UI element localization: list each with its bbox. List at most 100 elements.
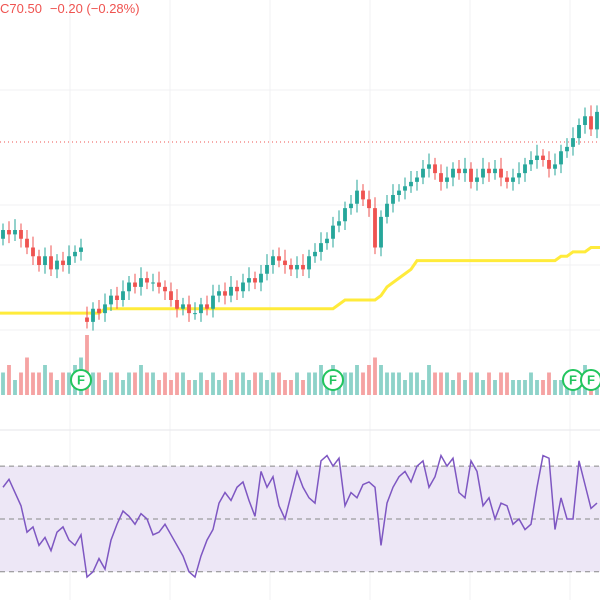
volume-bar [181, 372, 185, 395]
volume-bar [343, 372, 347, 395]
volume-bar [397, 372, 401, 395]
change-value: −0.20 (−0.28%) [49, 1, 140, 16]
candle [235, 286, 239, 292]
candle [91, 308, 95, 322]
volume-bar [505, 372, 509, 395]
flag-label: F [329, 373, 337, 388]
candle [325, 238, 329, 244]
candle [493, 168, 497, 174]
candle [151, 282, 155, 284]
volume-bar [481, 380, 485, 395]
volume-bar [139, 365, 143, 395]
volume-bar [229, 380, 233, 395]
candle [193, 313, 197, 315]
volume-bar [367, 365, 371, 395]
volume-bar [529, 372, 533, 395]
candle [7, 230, 11, 235]
candle [457, 168, 461, 174]
candle [217, 291, 221, 296]
candle [583, 116, 587, 125]
volume-bar [253, 372, 257, 395]
candle [385, 203, 389, 217]
volume-bar [211, 372, 215, 395]
candle [43, 256, 47, 265]
volume-bar [103, 380, 107, 395]
candle [403, 186, 407, 191]
volume-bar [157, 380, 161, 395]
volume-bar [355, 365, 359, 395]
candle [535, 155, 539, 160]
volume-bar [175, 372, 179, 395]
volume-bar [499, 372, 503, 395]
volume-bar [421, 380, 425, 395]
volume-bar [217, 380, 221, 395]
volume-bar [295, 372, 299, 395]
flag-icon [322, 369, 344, 391]
candle [157, 282, 161, 287]
volume-bar [535, 380, 539, 395]
volume-bar [205, 380, 209, 395]
volume-bar [319, 365, 323, 395]
volume-bar [559, 380, 563, 395]
candle [241, 282, 245, 292]
candle [391, 195, 395, 204]
flag-label: F [569, 373, 577, 388]
candle [517, 173, 521, 178]
candle [229, 286, 233, 296]
candle [61, 260, 65, 265]
candle [55, 260, 59, 270]
volume-bar [457, 372, 461, 395]
candle [103, 304, 107, 314]
candle [301, 265, 305, 270]
candle [445, 177, 449, 182]
volume-bar [7, 365, 11, 395]
candle [253, 278, 257, 283]
candle [79, 247, 83, 252]
candle [259, 273, 263, 283]
volume-bar [163, 372, 167, 395]
candle [163, 286, 167, 292]
volume-bar [385, 372, 389, 395]
candle [247, 278, 251, 283]
volume-bar [61, 372, 65, 395]
candle [187, 304, 191, 314]
candle [277, 256, 281, 261]
volume-bar [277, 372, 281, 395]
flag-label: F [77, 373, 85, 388]
candle [289, 265, 293, 270]
candle [589, 116, 593, 130]
candle [115, 295, 119, 300]
candle [223, 291, 227, 296]
volume-bar [19, 372, 23, 395]
volume-bar [307, 372, 311, 395]
candle [481, 168, 485, 178]
volume-bar [25, 357, 29, 395]
candle [283, 260, 287, 265]
candle [1, 230, 5, 239]
volume-bar [121, 380, 125, 395]
candle [439, 173, 443, 182]
volume-bar [31, 372, 35, 395]
candle [469, 168, 473, 182]
candle [31, 247, 35, 257]
candle [145, 278, 149, 283]
candle [451, 168, 455, 178]
volume-bar [199, 372, 203, 395]
volume-bar [463, 380, 467, 395]
volume-bar [235, 372, 239, 395]
candle [367, 199, 371, 209]
candle [121, 291, 125, 300]
candle [355, 190, 359, 204]
volume-bar [127, 372, 131, 395]
volume-bar [37, 372, 41, 395]
candle [175, 300, 179, 309]
candle [421, 168, 425, 178]
volume-bar [439, 372, 443, 395]
volume-bar [193, 380, 197, 395]
candle [523, 164, 527, 174]
candle [25, 238, 29, 248]
volume-bar [553, 380, 557, 395]
candle [85, 317, 89, 322]
